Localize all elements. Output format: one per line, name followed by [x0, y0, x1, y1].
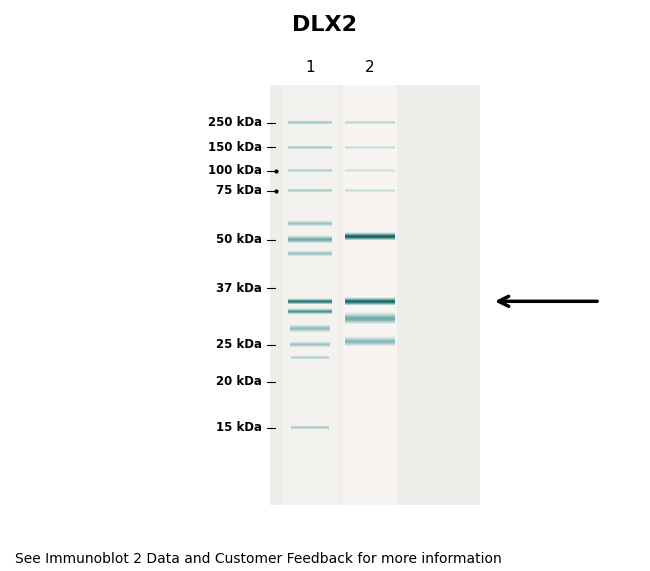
- Text: 100 kDa: 100 kDa: [208, 164, 262, 177]
- FancyArrowPatch shape: [499, 296, 597, 306]
- Text: 50 kDa: 50 kDa: [216, 233, 262, 246]
- Text: DLX2: DLX2: [292, 15, 358, 35]
- Text: 150 kDa: 150 kDa: [208, 140, 262, 154]
- Text: 250 kDa: 250 kDa: [208, 116, 262, 129]
- Text: 37 kDa: 37 kDa: [216, 282, 262, 295]
- Text: See Immunoblot 2 Data and Customer Feedback for more information: See Immunoblot 2 Data and Customer Feedb…: [15, 552, 502, 566]
- Text: 25 kDa: 25 kDa: [216, 338, 262, 351]
- Text: 75 kDa: 75 kDa: [216, 184, 262, 198]
- Text: 20 kDa: 20 kDa: [216, 375, 262, 388]
- Text: 2: 2: [365, 59, 375, 74]
- Text: 15 kDa: 15 kDa: [216, 421, 262, 434]
- Text: 1: 1: [306, 59, 315, 74]
